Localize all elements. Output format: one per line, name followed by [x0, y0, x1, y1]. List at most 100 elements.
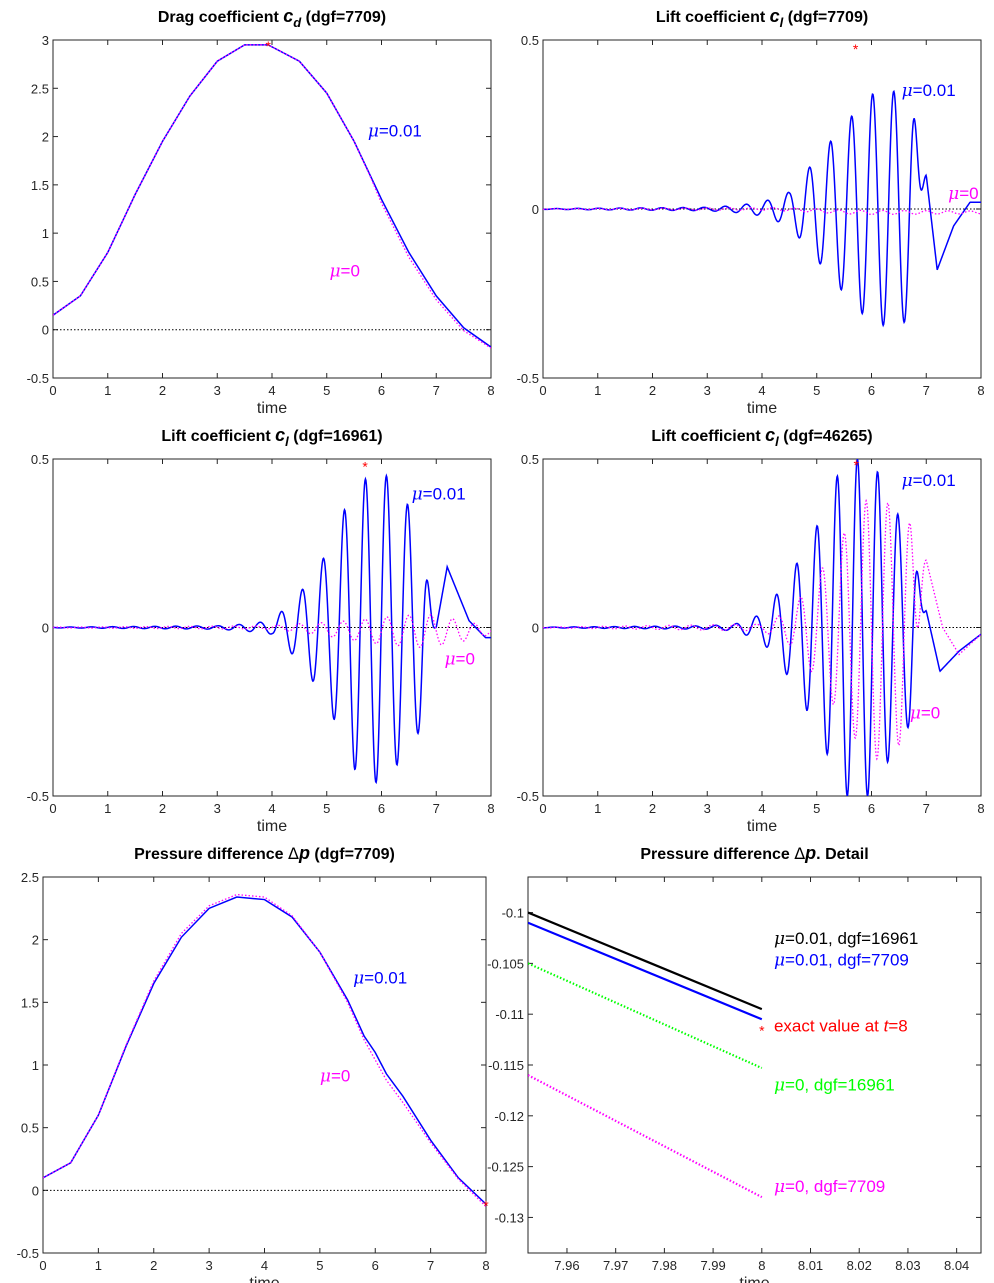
y-tick-label: 0	[32, 1183, 39, 1198]
y-tick-label: 0.5	[21, 1121, 39, 1136]
x-tick-label: 5	[323, 383, 330, 398]
x-tick-label: 1	[594, 801, 601, 816]
x-tick-label: 5	[323, 801, 330, 816]
y-tick-label: 1	[32, 1058, 39, 1073]
series-line-2	[543, 498, 981, 761]
y-tick-label: -0.5	[27, 371, 49, 386]
y-tick-label: 1	[42, 226, 49, 241]
x-axis-label: time	[739, 1275, 769, 1283]
y-tick-label: -0.1	[502, 906, 524, 921]
y-tick-label: -0.105	[487, 956, 524, 971]
series-annotation: μ=0	[329, 262, 359, 282]
chart-title: Drag coefficient cd (dgf=7709)	[158, 6, 386, 30]
x-tick-label: 6	[868, 383, 875, 398]
x-tick-label: 7	[433, 801, 440, 816]
x-tick-label: 8	[977, 801, 984, 816]
x-tick-label: 4	[758, 801, 765, 816]
y-tick-label: -0.115	[488, 1058, 524, 1073]
chart-title: Lift coefficient cl (dgf=46265)	[651, 425, 872, 449]
x-tick-label: 3	[704, 801, 711, 816]
x-tick-label: 3	[704, 383, 711, 398]
chart-title: Lift coefficient cl (dgf=7709)	[656, 6, 868, 30]
x-tick-label: 1	[104, 383, 111, 398]
x-tick-label: 7	[923, 383, 930, 398]
chart-panel-1: 0 1 2 3 4 5 6 7 8-0.500.511.522.53 *μ=0.01μ=0time…	[27, 6, 495, 417]
axes-box	[42, 876, 487, 1254]
x-tick-label: 4	[758, 383, 765, 398]
series-annotation: μ=0.01	[353, 969, 407, 989]
series-annotation: μ=0	[948, 184, 978, 204]
x-tick-label: 8	[487, 383, 494, 398]
x-tick-label: 3	[206, 1258, 213, 1273]
series-line-1	[543, 459, 981, 796]
series-line-1	[543, 89, 981, 328]
x-tick-label: 8	[487, 801, 494, 816]
x-axis-label: time	[747, 818, 777, 835]
chart-title: Pressure difference Δp. Detail	[640, 843, 868, 863]
x-axis-label: time	[257, 400, 287, 417]
series-line-1	[528, 911, 763, 1011]
x-axis-label: time	[249, 1275, 279, 1283]
x-tick-label: 7	[427, 1258, 434, 1273]
chart-panel-6: 7.96 7.97 7.98 7.99 8 8.01 8.02 8.03 8.04 -0.13 -0…	[487, 843, 982, 1283]
marker-star: *	[759, 1022, 765, 1038]
marker-star: *	[853, 41, 859, 57]
x-tick-label: 5	[813, 383, 820, 398]
y-tick-label: 0.5	[31, 452, 49, 467]
x-tick-label: 0	[39, 1258, 46, 1273]
chart-title: Pressure difference Δp (dgf=7709)	[134, 843, 395, 863]
series-annotation: μ=0.01	[902, 81, 956, 101]
legend-text: exact value at t=8	[774, 1016, 908, 1035]
x-tick-label: 2	[159, 383, 166, 398]
series-annotation: μ=0	[910, 703, 940, 723]
x-tick-label: 7.99	[700, 1258, 725, 1273]
series-line-1	[53, 473, 491, 785]
y-tick-label: -0.12	[494, 1109, 524, 1124]
y-tick-label: -0.11	[495, 1007, 524, 1022]
x-tick-label: 7	[433, 383, 440, 398]
y-tick-label: 0.5	[521, 452, 539, 467]
x-tick-label: 1	[594, 383, 601, 398]
y-tick-label: 1.5	[31, 178, 49, 193]
x-tick-label: 2	[150, 1258, 157, 1273]
series-line-4	[528, 1074, 763, 1199]
series-line-2	[528, 921, 763, 1021]
marker-star: *	[483, 1197, 489, 1213]
x-tick-label: 3	[214, 383, 221, 398]
y-tick-label: -0.5	[27, 789, 49, 804]
y-tick-label: 0	[42, 621, 49, 636]
y-tick-label: 2.5	[31, 81, 49, 96]
x-tick-label: 1	[95, 1258, 102, 1273]
series-line-2	[53, 44, 491, 349]
x-tick-label: 8	[758, 1258, 765, 1273]
x-tick-label: 8.01	[798, 1258, 823, 1273]
x-tick-label: 4	[268, 801, 275, 816]
y-tick-label: 0	[532, 621, 539, 636]
x-tick-label: 5	[316, 1258, 323, 1273]
y-tick-label: 2.5	[21, 870, 39, 885]
chart-panel-5: 012345678-0.500.511.522.5*μ=0.01μ=0timeP…	[17, 843, 490, 1283]
series-line-1	[53, 44, 491, 348]
marker-star: *	[853, 457, 859, 473]
series-annotation: μ=0	[320, 1066, 350, 1086]
x-tick-label: 0	[539, 801, 546, 816]
series-annotation: μ=0.01	[412, 484, 466, 504]
axes-box	[52, 39, 492, 379]
x-tick-label: 0	[49, 383, 56, 398]
series-line-2	[53, 614, 491, 648]
x-axis-label: time	[257, 818, 287, 835]
y-tick-label: -0.5	[517, 789, 539, 804]
x-tick-label: 0	[539, 383, 546, 398]
series-line-2	[43, 893, 486, 1208]
x-tick-label: 6	[378, 801, 385, 816]
y-tick-label: 0	[532, 202, 539, 217]
x-tick-label: 6	[372, 1258, 379, 1273]
x-tick-label: 2	[649, 801, 656, 816]
y-tick-label: -0.13	[494, 1210, 524, 1225]
x-tick-label: 8.02	[847, 1258, 872, 1273]
series-line-1	[43, 896, 486, 1205]
y-tick-label: 3	[42, 33, 49, 48]
y-tick-label: -0.5	[17, 1246, 39, 1261]
x-tick-label: 8	[482, 1258, 489, 1273]
